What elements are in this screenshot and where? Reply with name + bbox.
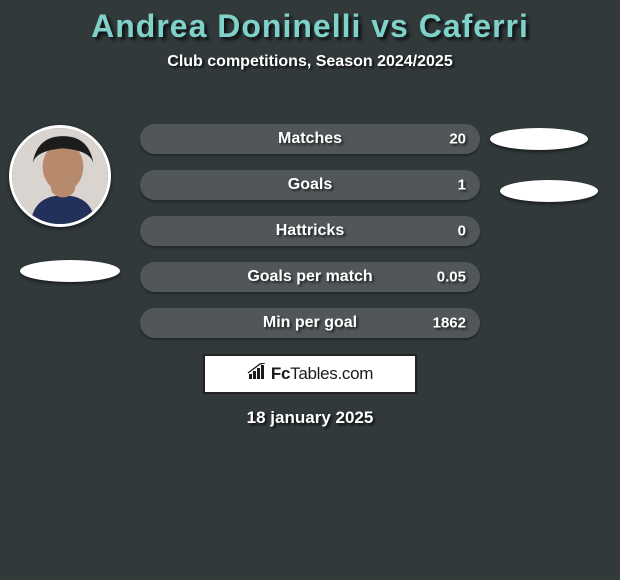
player-avatar-left bbox=[9, 125, 111, 227]
avatar-placeholder-icon bbox=[12, 128, 111, 227]
stat-value: 0 bbox=[458, 223, 466, 240]
stat-value: 1862 bbox=[433, 315, 466, 332]
ellipse-shadow-2 bbox=[500, 180, 598, 202]
brand-prefix: Fc bbox=[271, 364, 290, 383]
ellipse-shadow-0 bbox=[20, 260, 120, 282]
stat-label: Goals bbox=[288, 176, 332, 194]
stat-value: 20 bbox=[449, 131, 466, 148]
page-title: Andrea Doninelli vs Caferri bbox=[0, 0, 620, 45]
stat-label: Matches bbox=[278, 130, 342, 148]
stat-row: Goals 1 bbox=[140, 170, 480, 200]
date-text: 18 january 2025 bbox=[0, 408, 620, 428]
brand-text: FcTables.com bbox=[271, 364, 373, 384]
stat-value: 1 bbox=[458, 177, 466, 194]
stats-panel: Matches 20 Goals 1 Hattricks 0 Goals per match… bbox=[140, 124, 480, 354]
subtitle: Club competitions, Season 2024/2025 bbox=[0, 53, 620, 71]
stat-row: Matches 20 bbox=[140, 124, 480, 154]
brand-suffix: Tables.com bbox=[290, 364, 373, 383]
chart-icon bbox=[247, 363, 267, 386]
stat-row: Hattricks 0 bbox=[140, 216, 480, 246]
stat-value: 0.05 bbox=[437, 269, 466, 286]
stat-label: Hattricks bbox=[276, 222, 344, 240]
stat-label: Goals per match bbox=[247, 268, 372, 286]
brand-badge[interactable]: FcTables.com bbox=[203, 354, 417, 394]
stat-row: Min per goal 1862 bbox=[140, 308, 480, 338]
stat-label: Min per goal bbox=[263, 314, 357, 332]
ellipse-shadow-1 bbox=[490, 128, 588, 150]
comparison-card: Andrea Doninelli vs Caferri Club competi… bbox=[0, 0, 620, 580]
stat-row: Goals per match 0.05 bbox=[140, 262, 480, 292]
